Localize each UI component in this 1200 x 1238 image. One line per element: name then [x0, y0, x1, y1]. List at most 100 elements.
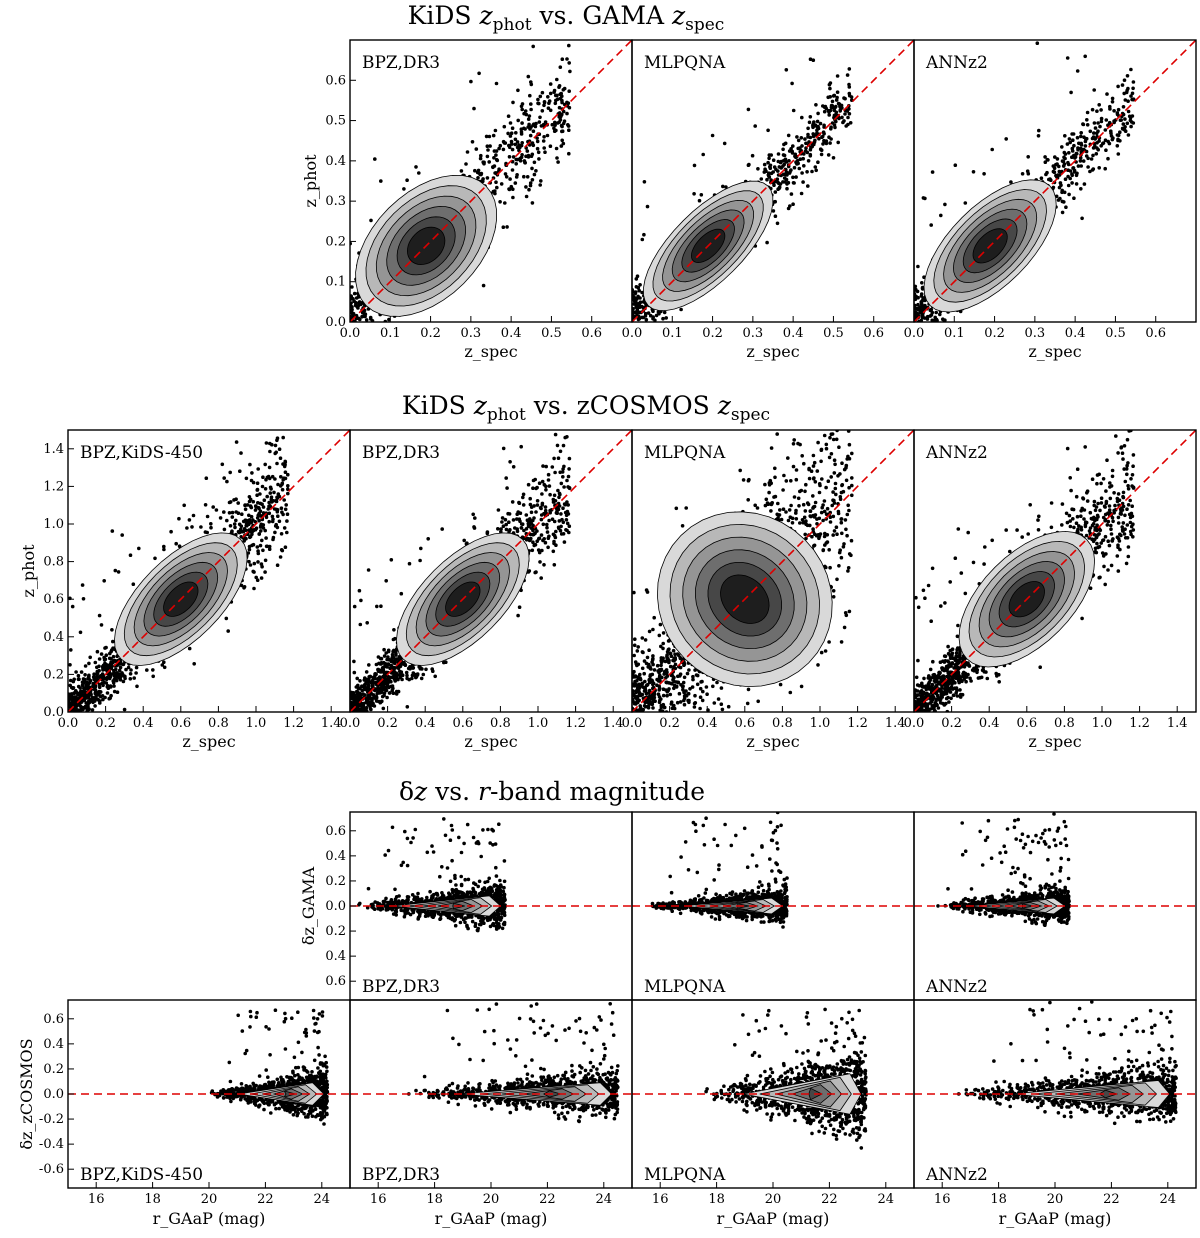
- data-point: [502, 141, 507, 145]
- y-tick-label: 0.4: [325, 154, 346, 169]
- data-point: [269, 487, 273, 491]
- data-point: [225, 479, 229, 484]
- data-point: [83, 686, 87, 690]
- data-point: [1063, 156, 1067, 161]
- data-point: [283, 460, 288, 464]
- data-point: [350, 301, 353, 305]
- data-point: [230, 515, 235, 519]
- data-point: [493, 128, 498, 133]
- data-point: [128, 553, 133, 557]
- data-point: [486, 148, 490, 152]
- data-point: [547, 101, 551, 105]
- data-point: [930, 170, 935, 174]
- data-point: [832, 123, 837, 127]
- data-point: [360, 688, 365, 693]
- data-point: [76, 684, 81, 689]
- data-point: [110, 628, 114, 632]
- data-point: [692, 192, 696, 196]
- data-point: [1079, 187, 1083, 191]
- data-point: [835, 74, 840, 78]
- y-tick-label: 0.4: [43, 630, 64, 645]
- data-point: [508, 134, 513, 138]
- data-point: [110, 529, 115, 533]
- data-point: [920, 281, 924, 285]
- data-point: [259, 523, 263, 528]
- data-point: [83, 704, 88, 709]
- data-point: [540, 479, 545, 484]
- data-point: [1091, 135, 1096, 139]
- data-point: [531, 129, 536, 133]
- data-point: [214, 508, 219, 512]
- data-point: [503, 517, 508, 522]
- data-point: [121, 679, 126, 684]
- data-point: [494, 180, 498, 184]
- data-point: [1112, 109, 1116, 113]
- data-point: [1061, 164, 1066, 168]
- data-point: [548, 144, 553, 148]
- data-point: [1122, 91, 1126, 96]
- data-point: [267, 511, 272, 516]
- data-point: [255, 481, 260, 486]
- data-point: [261, 475, 265, 480]
- data-point: [405, 178, 409, 182]
- data-point: [517, 501, 522, 506]
- y-tick-label: 1.4: [43, 442, 64, 457]
- data-point: [501, 446, 506, 451]
- x-axis-label: z_spec: [464, 342, 517, 361]
- data-point: [542, 146, 546, 150]
- data-point: [498, 143, 503, 148]
- data-point: [191, 513, 196, 518]
- data-point: [510, 142, 514, 146]
- data-point: [273, 530, 277, 535]
- data-point: [943, 202, 947, 207]
- data-point: [1123, 117, 1127, 121]
- data-point: [644, 317, 649, 322]
- data-point: [1067, 192, 1071, 197]
- data-point: [802, 164, 806, 168]
- data-point: [75, 708, 80, 712]
- data-point: [527, 114, 532, 118]
- data-point: [1108, 104, 1112, 109]
- data-point: [285, 530, 289, 535]
- data-point: [473, 516, 477, 520]
- data-point: [1097, 166, 1101, 170]
- x-tick-label: 0.4: [133, 716, 154, 731]
- data-point: [286, 491, 290, 496]
- data-point: [556, 525, 561, 530]
- data-point: [258, 543, 263, 548]
- data-point: [636, 285, 641, 290]
- data-point: [562, 485, 566, 489]
- data-point: [1090, 107, 1095, 112]
- data-point: [560, 57, 565, 61]
- data-point: [234, 440, 239, 444]
- data-point: [632, 295, 636, 299]
- data-point: [462, 538, 467, 543]
- data-point: [515, 140, 520, 144]
- data-point: [352, 694, 356, 698]
- data-point: [1120, 83, 1125, 87]
- data-point: [560, 98, 564, 103]
- data-point: [934, 310, 938, 315]
- data-point: [1099, 116, 1104, 121]
- data-point: [766, 128, 770, 133]
- data-point: [134, 671, 138, 675]
- data-point: [87, 699, 92, 704]
- data-point: [767, 156, 771, 161]
- data-point: [278, 555, 283, 559]
- data-point: [519, 127, 524, 131]
- data-point: [222, 510, 226, 514]
- data-point: [352, 291, 357, 296]
- data-point: [815, 128, 819, 133]
- data-point: [182, 503, 186, 508]
- data-point: [476, 168, 481, 173]
- data-point: [633, 300, 637, 305]
- data-point: [236, 529, 241, 534]
- data-point: [472, 106, 476, 111]
- data-point: [550, 122, 555, 127]
- data-point: [1116, 107, 1121, 112]
- data-point: [251, 480, 256, 485]
- data-point: [228, 470, 232, 475]
- data-point: [286, 484, 290, 488]
- data-point: [145, 668, 149, 672]
